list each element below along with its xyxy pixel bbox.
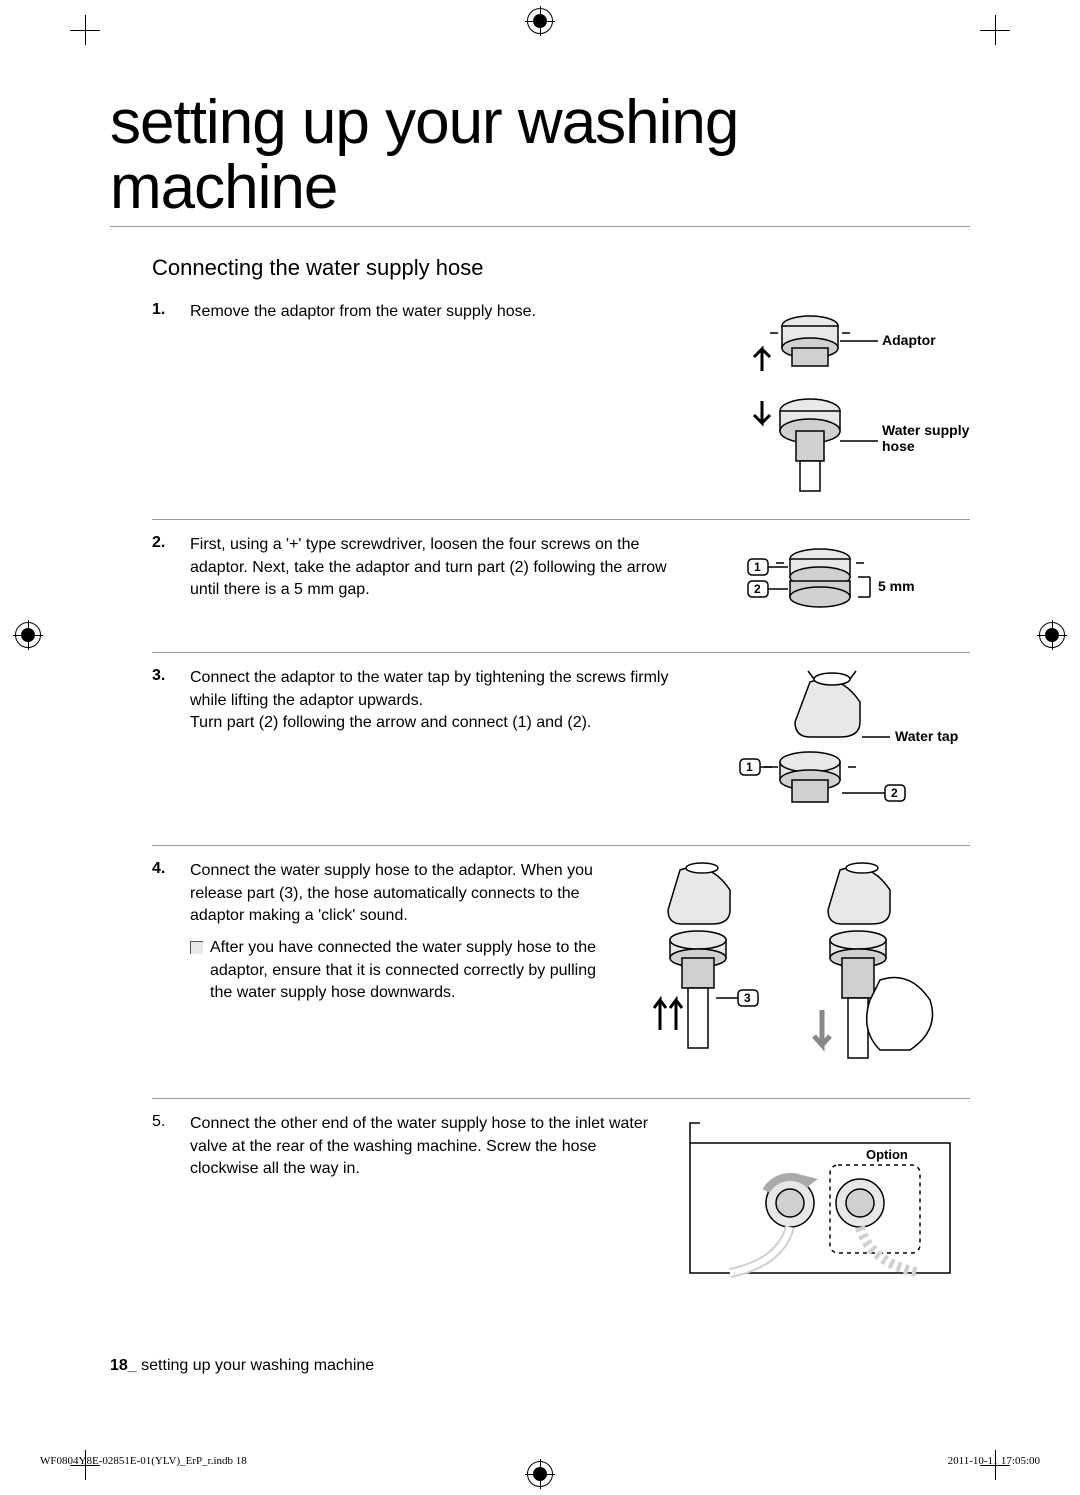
page-number: 18_ [110,1357,137,1374]
step-3: 3. Connect the adaptor to the water tap … [152,652,970,845]
step-text: Connect the adaptor to the water tap by … [190,667,710,827]
registration-mark [527,8,553,34]
svg-text:2: 2 [754,582,761,596]
step-number: 4. [152,860,180,1080]
step-text: Connect the other end of the water suppl… [190,1113,670,1293]
svg-text:Option: Option [866,1147,908,1162]
note-text: After you have connected the water suppl… [190,937,610,1004]
step-number: 2. [152,534,180,634]
step-text: First, using a '+' type screwdriver, loo… [190,534,710,634]
svg-text:2: 2 [891,786,898,800]
figure-inlet-valve: Option [670,1113,970,1293]
figure-adaptor-hose: Adaptor Water supply hose [710,301,970,501]
step-number: 1. [152,301,180,501]
svg-text:Water tap: Water tap [895,728,958,744]
svg-text:3: 3 [744,991,751,1005]
step-1: 1. Remove the adaptor from the water sup… [152,301,970,519]
label-hose-1: Water supply [882,422,970,438]
page-title: setting up your washing machine [110,90,970,227]
figure-tap-connect: Water tap 1 2 [710,667,970,827]
step-number: 5. [152,1113,180,1293]
registration-mark [1039,622,1065,648]
footer-filename: WF0804Y8E-02851E-01(YLV)_ErP_r.indb 18 [40,1455,247,1467]
svg-text:1: 1 [754,560,761,574]
file-footer: WF0804Y8E-02851E-01(YLV)_ErP_r.indb 18 2… [40,1455,1040,1467]
step-text: Connect the water supply hose to the ada… [190,860,610,927]
figure-adaptor-gap: 1 2 5 mm [710,534,970,634]
step-text: Remove the adaptor from the water supply… [190,301,710,501]
footer-section: setting up your washing machine [141,1357,374,1374]
section-title: Connecting the water supply hose [152,255,970,281]
svg-text:5 mm: 5 mm [878,578,915,594]
crop-mark [70,15,100,45]
page-footer: 18_ setting up your washing machine [110,1357,374,1375]
step-4: 4. Connect the water supply hose to the … [152,845,970,1098]
svg-text:1: 1 [746,760,753,774]
step-2: 2. First, using a '+' type screwdriver, … [152,519,970,652]
footer-timestamp: 2011-10-11 17:05:00 [948,1455,1040,1467]
page-content: setting up your washing machine Connecti… [110,90,970,1405]
label-hose-2: hose [882,438,915,454]
step-number: 3. [152,667,180,827]
registration-mark [15,622,41,648]
label-adaptor: Adaptor [882,332,936,348]
step-5: 5. Connect the other end of the water su… [152,1098,970,1311]
figure-hose-click: 3 [630,860,970,1080]
crop-mark [980,15,1010,45]
